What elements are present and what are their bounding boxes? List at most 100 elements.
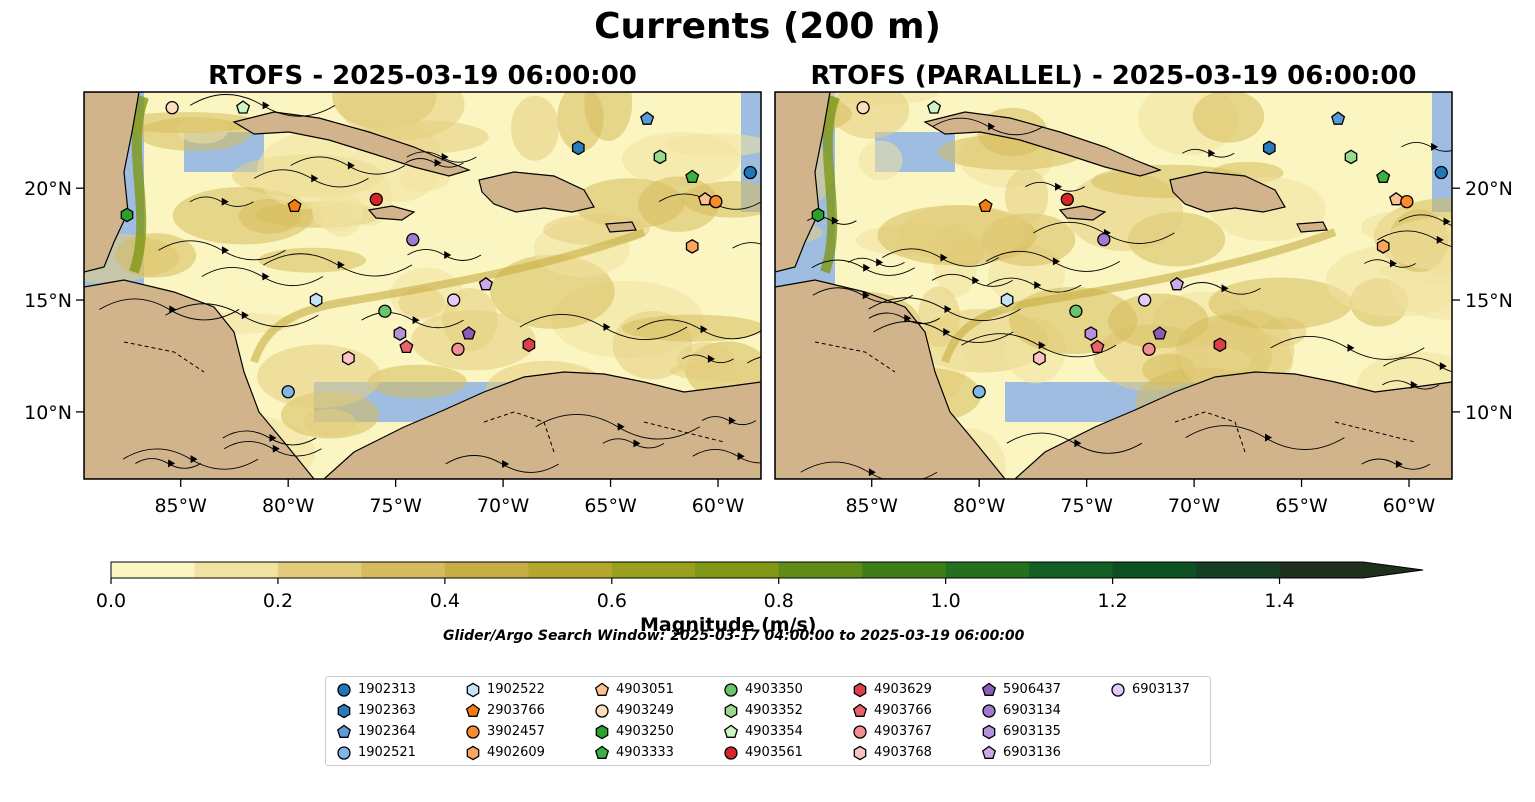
- legend-item-4903352: 4903352: [723, 701, 803, 721]
- float-4903051: [698, 192, 713, 206]
- speed-patch: [257, 344, 381, 409]
- legend-marker: [724, 745, 738, 760]
- legend-marker-1902522: [466, 682, 480, 697]
- colorbar-segment: [277, 562, 362, 578]
- legend-label: 4903350: [745, 682, 803, 697]
- streamline-arrow: [168, 459, 176, 468]
- float-4903354: [236, 100, 251, 114]
- legend-item-6903136: 6903136: [981, 743, 1061, 763]
- speed-patch: [398, 287, 445, 319]
- speed-patch: [258, 247, 367, 273]
- speed-patch: [114, 233, 197, 278]
- legend-marker-6903134: [982, 703, 996, 718]
- streamline-arrow: [221, 246, 229, 255]
- float-4902609: [1376, 239, 1390, 254]
- streamline-arrow: [262, 101, 270, 110]
- legend-label: 1902522: [487, 682, 545, 697]
- streamline-arrow: [1443, 217, 1451, 226]
- legend-marker: [723, 724, 739, 738]
- colorbar-segment: [945, 562, 1030, 578]
- streamline-arrow: [1439, 362, 1447, 371]
- float-4903249: [856, 101, 870, 115]
- streamline-arrow: [728, 416, 736, 425]
- streamline-arrow: [221, 197, 229, 206]
- streamline: [1182, 148, 1235, 158]
- streamline-arrow: [502, 459, 510, 468]
- legend-marker: [853, 682, 867, 697]
- map-frame: [83, 91, 762, 480]
- legend-marker: [853, 724, 867, 739]
- float-4903354: [927, 100, 942, 114]
- colorbar-segment: [1279, 562, 1364, 578]
- streamline-arrow: [311, 174, 319, 183]
- speed-patch: [411, 310, 536, 371]
- streamline-arrow: [1410, 380, 1418, 389]
- float-4903249: [165, 101, 179, 115]
- legend-item-3902457: 3902457: [465, 722, 545, 742]
- float-1902522: [1000, 292, 1014, 308]
- legend-marker-1902313: [337, 682, 351, 697]
- legend-marker-4903629: [853, 682, 867, 697]
- float-6903134: [1097, 232, 1111, 247]
- colorbar-segment: [1112, 562, 1197, 578]
- legend-marker-6903136: [981, 745, 997, 759]
- float-6903137: [1138, 293, 1152, 307]
- streamline-arrow: [1431, 142, 1439, 151]
- streamline-arrow: [862, 291, 870, 300]
- float-4903352: [653, 149, 667, 165]
- legend-item-5906437: 5906437: [981, 680, 1061, 700]
- float-3902457: [709, 194, 723, 209]
- float-4902609: [685, 239, 699, 254]
- shelf-water: [1432, 92, 1452, 212]
- float-5906437: [1152, 326, 1167, 340]
- legend-item-6903137: 6903137: [1110, 680, 1190, 700]
- streamline-arrow: [1395, 460, 1403, 469]
- colorbar-label: Magnitude (m/s): [640, 614, 817, 636]
- streamline: [847, 257, 905, 268]
- streamline-arrow: [1052, 257, 1060, 266]
- speed-patch: [669, 359, 761, 383]
- streamline: [405, 158, 464, 168]
- legend-marker-4903767: [853, 724, 867, 739]
- legend-item-4903768: 4903768: [852, 743, 932, 763]
- legend-marker: [724, 703, 738, 718]
- float-4903250: [120, 207, 134, 223]
- legend-item-1902363: 1902363: [336, 701, 416, 721]
- float-6903136: [478, 277, 493, 291]
- streamline-arrow: [337, 260, 345, 269]
- streamline: [223, 441, 322, 457]
- colorbar-segment: [111, 562, 195, 578]
- speed-patch: [303, 408, 356, 437]
- legend-label: 4903352: [745, 703, 803, 718]
- streamline: [868, 312, 941, 325]
- streamline-arrow: [633, 439, 641, 448]
- map-frame: [774, 91, 1453, 480]
- legend-label: 4903249: [616, 703, 674, 718]
- legend-item-4903250: 4903250: [594, 722, 674, 742]
- speed-patch: [111, 112, 260, 134]
- legend-marker: [337, 682, 351, 697]
- current-band: [129, 95, 149, 274]
- streamline-arrow: [831, 216, 839, 225]
- colorbar-segment: [444, 562, 529, 578]
- float-4903333: [685, 169, 700, 183]
- legend: 1902313 1902363 1902364 1902521 1902522 29037…: [325, 676, 1211, 766]
- legend-label: 4902609: [487, 745, 545, 760]
- float-3902457: [1400, 194, 1414, 209]
- float-4903350: [1069, 304, 1083, 318]
- float-2903766: [978, 198, 993, 213]
- float-4903629: [522, 337, 536, 353]
- streamline: [811, 259, 915, 276]
- streamline: [1182, 282, 1261, 295]
- y-tick-label: 10°N: [1465, 402, 1513, 424]
- speed-patch: [681, 181, 761, 218]
- legend-label: 4903051: [616, 682, 674, 697]
- legend-item-6903135: 6903135: [981, 722, 1061, 742]
- speed-patch: [897, 205, 1026, 262]
- streamline-arrow: [1265, 433, 1273, 442]
- streamline-arrow: [1389, 259, 1397, 268]
- legend-item-4903561: 4903561: [723, 743, 803, 763]
- streamline-arrow: [904, 314, 912, 323]
- float-6903136: [1169, 277, 1184, 291]
